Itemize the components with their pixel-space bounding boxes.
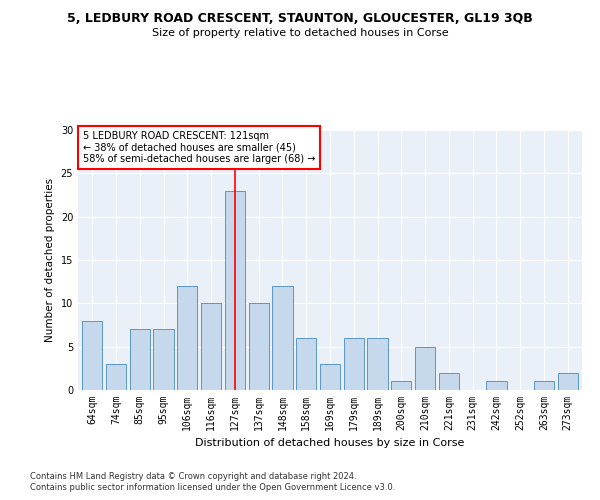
Bar — [557, 372, 578, 390]
Bar — [154, 330, 173, 390]
Text: 5, LEDBURY ROAD CRESCENT, STAUNTON, GLOUCESTER, GL19 3QB: 5, LEDBURY ROAD CRESCENT, STAUNTON, GLOU… — [67, 12, 533, 26]
Bar — [248, 304, 269, 390]
Bar — [296, 338, 316, 390]
Bar — [367, 338, 388, 390]
Text: Contains public sector information licensed under the Open Government Licence v3: Contains public sector information licen… — [30, 484, 395, 492]
Bar — [177, 286, 197, 390]
Text: Distribution of detached houses by size in Corse: Distribution of detached houses by size … — [196, 438, 464, 448]
Bar — [534, 382, 554, 390]
Text: Contains HM Land Registry data © Crown copyright and database right 2024.: Contains HM Land Registry data © Crown c… — [30, 472, 356, 481]
Bar — [344, 338, 364, 390]
Bar — [391, 382, 412, 390]
Bar — [130, 330, 150, 390]
Y-axis label: Number of detached properties: Number of detached properties — [45, 178, 55, 342]
Bar — [487, 382, 506, 390]
Text: Size of property relative to detached houses in Corse: Size of property relative to detached ho… — [152, 28, 448, 38]
Bar — [415, 346, 435, 390]
Bar — [225, 190, 245, 390]
Bar — [106, 364, 126, 390]
Bar — [272, 286, 293, 390]
Bar — [439, 372, 459, 390]
Bar — [320, 364, 340, 390]
Bar — [82, 320, 103, 390]
Bar — [201, 304, 221, 390]
Text: 5 LEDBURY ROAD CRESCENT: 121sqm
← 38% of detached houses are smaller (45)
58% of: 5 LEDBURY ROAD CRESCENT: 121sqm ← 38% of… — [83, 132, 316, 164]
